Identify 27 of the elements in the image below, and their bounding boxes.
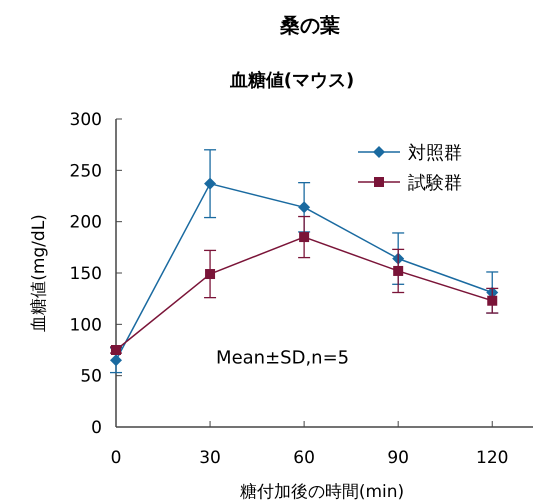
x-tick-label: 120 <box>476 448 508 468</box>
point <box>487 296 498 306</box>
x-axis-title: 糖付加後の時間(min) <box>240 482 404 502</box>
annotation: Mean±SD,n=5 <box>216 347 350 368</box>
chart-title: 桑の葉 <box>279 13 340 37</box>
point <box>110 354 122 366</box>
y-axis-title: 血糖値(mg/dL) <box>29 214 49 332</box>
chart-subtitle: 血糖値(マウス) <box>228 70 354 91</box>
y-tick-label: 300 <box>70 110 102 130</box>
point <box>299 232 310 242</box>
y-tick-label: 0 <box>91 418 102 438</box>
x-tick-label: 90 <box>387 448 409 468</box>
y-tick-label: 200 <box>70 212 102 233</box>
y-tick-label: 100 <box>70 315 102 336</box>
y-tick-label: 50 <box>80 366 102 387</box>
x-tick-label: 0 <box>110 448 122 468</box>
x-tick-label: 30 <box>199 448 221 468</box>
point <box>298 201 310 214</box>
legend-label: 試験群 <box>408 172 462 194</box>
point <box>393 266 404 276</box>
legend-label: 対照群 <box>408 142 462 164</box>
point <box>204 178 216 190</box>
x-tick-label: 60 <box>293 448 315 468</box>
y-tick-label: 150 <box>70 264 102 284</box>
point <box>111 345 121 355</box>
point <box>205 269 216 280</box>
y-tick-label: 250 <box>70 161 102 182</box>
